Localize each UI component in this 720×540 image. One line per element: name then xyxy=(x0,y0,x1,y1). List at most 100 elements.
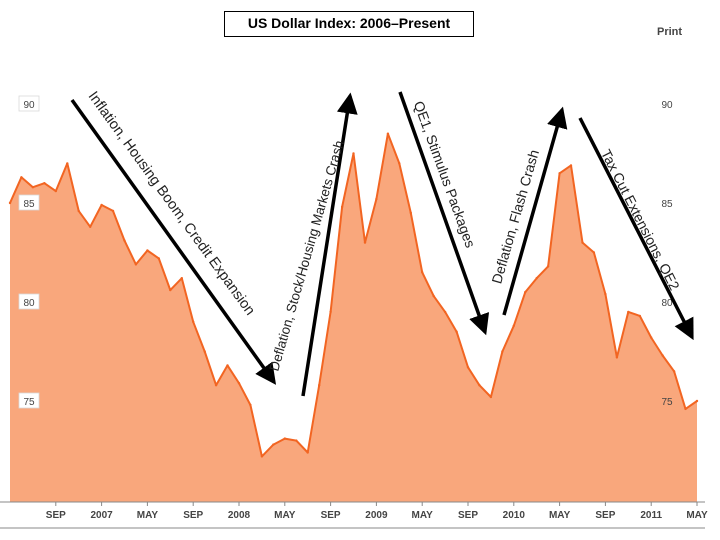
data-point-2007-07 xyxy=(169,288,172,292)
data-point-2010-12 xyxy=(638,314,641,318)
data-point-2008-09 xyxy=(329,310,332,314)
series-area xyxy=(10,133,697,502)
xtick-label-7: 2009 xyxy=(365,510,388,521)
data-point-2011-04 xyxy=(684,407,687,411)
ytick-left-box-90 xyxy=(18,95,40,112)
data-point-2006-10 xyxy=(66,162,69,165)
data-point-2010-07 xyxy=(581,241,584,244)
ytick-right-85: 85 xyxy=(661,199,673,210)
ytick-left-box-85 xyxy=(18,194,40,211)
data-point-2010-02 xyxy=(524,290,527,294)
xtick-label-13: 2011 xyxy=(640,510,662,521)
data-point-2008-07 xyxy=(306,451,309,454)
data-point-2010-06 xyxy=(569,164,573,167)
data-point-2007-01 xyxy=(100,203,103,207)
data-point-2010-01 xyxy=(512,324,515,327)
data-point-2006-06 xyxy=(20,176,23,179)
data-point-2007-03 xyxy=(123,239,126,242)
data-point-2010-04 xyxy=(546,265,550,268)
xtick-label-2: MAY xyxy=(137,510,159,521)
data-point-2007-08 xyxy=(180,277,183,280)
data-point-2009-04 xyxy=(409,211,412,215)
xtick-label-6: SEP xyxy=(321,510,341,521)
data-point-2008-11 xyxy=(352,152,355,155)
data-point-2009-09 xyxy=(466,366,470,369)
data-point-2011-05 xyxy=(695,399,699,403)
data-point-2009-01 xyxy=(375,197,378,201)
data-point-2009-11 xyxy=(489,395,493,399)
data-point-2008-03 xyxy=(260,455,264,458)
annotation-arrow-1 xyxy=(301,92,358,397)
ytick-left-box-80 xyxy=(18,293,40,310)
data-point-2008-06 xyxy=(295,439,298,442)
ytick-right-80: 80 xyxy=(661,298,673,309)
data-point-2009-12 xyxy=(501,350,504,353)
data-point-2009-08 xyxy=(455,330,458,333)
data-point-2010-09 xyxy=(604,292,607,296)
data-point-2010-08 xyxy=(592,251,596,254)
data-point-2011-01 xyxy=(650,336,653,339)
data-point-2006-07 xyxy=(31,186,35,189)
data-point-2008-12 xyxy=(363,241,367,244)
data-point-2007-02 xyxy=(111,209,115,213)
data-point-2009-06 xyxy=(432,294,435,298)
data-point-2009-10 xyxy=(478,384,481,387)
data-point-2008-02 xyxy=(249,403,252,407)
ytick-right-90: 90 xyxy=(661,100,673,111)
xtick-label-10: 2010 xyxy=(503,510,526,521)
ytick-left-box-75 xyxy=(18,392,40,409)
xtick-label-4: 2008 xyxy=(228,510,251,521)
print-link[interactable]: Print xyxy=(657,26,683,38)
data-point-2009-07 xyxy=(443,310,447,314)
data-point-2006-11 xyxy=(77,209,80,213)
data-point-2007-06 xyxy=(157,257,160,260)
xtick-label-1: 2007 xyxy=(90,510,113,521)
data-point-2007-10 xyxy=(203,350,206,353)
data-point-2007-05 xyxy=(146,249,149,252)
data-point-2011-03 xyxy=(672,370,676,373)
data-point-2008-01 xyxy=(237,382,241,385)
data-point-2010-05 xyxy=(558,172,561,175)
annotation-arrow-0 xyxy=(70,98,277,385)
data-point-2010-10 xyxy=(615,356,619,359)
ytick-left-90: 90 xyxy=(23,100,35,111)
data-point-2009-03 xyxy=(398,162,401,165)
data-point-2007-12 xyxy=(226,364,229,367)
xtick-label-9: SEP xyxy=(458,510,478,521)
data-point-2008-10 xyxy=(340,205,344,209)
ytick-left-85: 85 xyxy=(23,199,35,210)
annotation-text-2: QE1, Stimulus Packages xyxy=(411,99,479,250)
ytick-left-80: 80 xyxy=(23,298,35,309)
xtick-label-14: MAY xyxy=(686,510,708,521)
xtick-label-3: SEP xyxy=(183,510,203,521)
annotation-arrow-2 xyxy=(398,91,490,336)
xtick-label-0: SEP xyxy=(46,510,66,521)
xtick-label-11: MAY xyxy=(549,510,571,521)
annotation-arrow-4 xyxy=(578,117,694,341)
ytick-left-75: 75 xyxy=(23,397,35,408)
data-point-2008-05 xyxy=(283,437,286,440)
data-point-2009-02 xyxy=(386,132,390,135)
xtick-label-12: SEP xyxy=(595,510,615,521)
annotation-text-4: Tax Cut Extensions, QE2 xyxy=(598,147,683,293)
data-point-2007-04 xyxy=(134,263,138,266)
data-point-2008-08 xyxy=(318,384,321,387)
data-point-2007-11 xyxy=(214,384,218,387)
chart-title: US Dollar Index: 2006–Present xyxy=(224,11,474,37)
data-point-2006-09 xyxy=(54,189,57,193)
data-point-2011-02 xyxy=(661,354,664,357)
data-point-2008-04 xyxy=(272,443,275,446)
xtick-label-8: MAY xyxy=(412,510,434,521)
data-point-2010-03 xyxy=(535,277,538,280)
data-point-2006-12 xyxy=(89,225,92,228)
data-point-2006-08 xyxy=(43,182,46,185)
data-point-2007-09 xyxy=(192,320,195,323)
data-point-2010-11 xyxy=(627,310,630,314)
annotation-arrow-3 xyxy=(502,106,568,316)
data-point-2009-05 xyxy=(421,271,424,274)
annotation-text-3: Deflation, Flash Crash xyxy=(488,148,542,286)
ytick-right-75: 75 xyxy=(661,397,673,408)
data-point-2006-05 xyxy=(8,201,12,205)
